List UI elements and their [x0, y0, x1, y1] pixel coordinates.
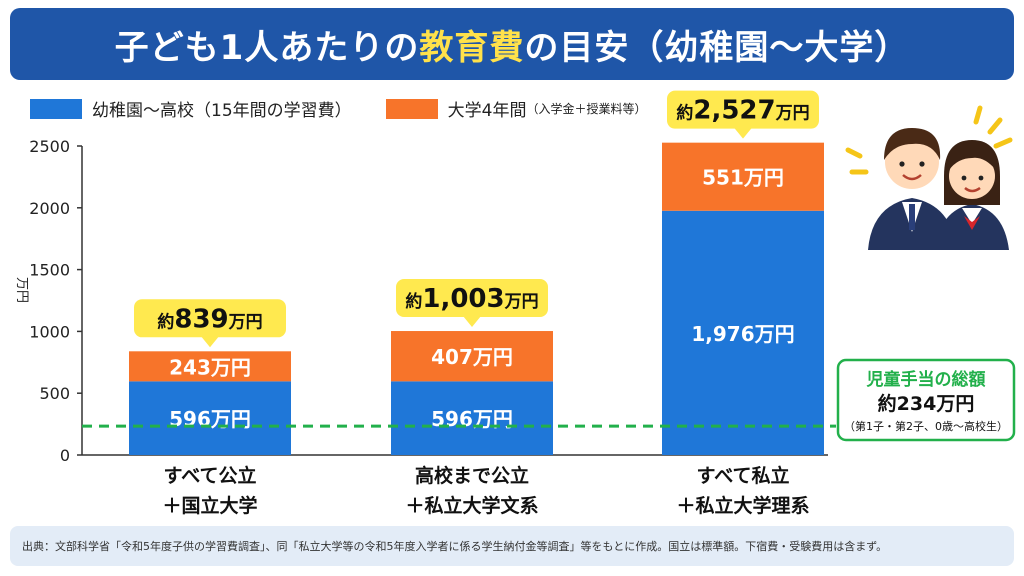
x-tick-label: ＋私立大学文系 [405, 494, 538, 517]
bar-series1 [391, 381, 553, 455]
total-value-label: 約2,527万円 [676, 96, 809, 126]
legend-label-series2: 大学4年間 [447, 101, 527, 121]
reference-callout-box [836, 358, 1016, 442]
total-value-label: 約1,003万円 [405, 284, 538, 314]
total-callout: 約2,527万円 [667, 90, 819, 139]
data-label-series2: 407万円 [431, 345, 513, 369]
legend-swatch-series2 [385, 98, 438, 119]
y-tick-label: 500 [39, 384, 70, 403]
total-callout: 約1,003万円 [396, 279, 548, 328]
y-tick-label: 2500 [29, 137, 70, 156]
total-callout-pointer [463, 316, 481, 328]
boy-student-icon [868, 128, 956, 250]
sparkle-lines-icon [845, 105, 1013, 175]
data-label-series2: 243万円 [169, 355, 251, 379]
reference-label-value: 約234万円 [878, 392, 975, 415]
chart: 05001000150020002500万円596万円243万円すべて公立＋国立… [14, 90, 1016, 517]
legend-label-series1: 幼稚園〜高校（15年間の学習費） [92, 101, 352, 121]
legend-note-series2: （入学金＋授業料等） [526, 102, 647, 116]
total-callout-box [134, 299, 286, 338]
data-label-series1: 1,976万円 [691, 322, 794, 346]
legend-item-series1: 幼稚園〜高校（15年間の学習費） [30, 96, 352, 121]
legend: 幼稚園〜高校（15年間の学習費） 大学4年間 （入学金＋授業料等） [30, 96, 680, 121]
source-footer: 出典：文部科学省「令和5年度子供の学習費調査」、同「私立大学等の令和5年度入学者… [10, 526, 1014, 566]
y-tick-label: 2000 [29, 199, 70, 218]
title-text-highlight: 教育費 [419, 27, 525, 68]
reference-label-title: 児童手当の総額 [866, 369, 986, 390]
bar-series2 [391, 331, 553, 382]
total-callout: 約839万円 [134, 299, 286, 348]
y-tick-label: 1500 [29, 261, 70, 280]
x-tick-label: ＋国立大学 [162, 494, 257, 517]
students-illustration [845, 105, 1013, 250]
x-tick-label: すべて私立 [697, 464, 790, 487]
y-axis-label: 万円 [14, 277, 29, 303]
x-tick-label: すべて公立 [164, 464, 257, 487]
bar-series1 [662, 210, 824, 455]
title-text-pre: 子ども1人あたりの [114, 27, 420, 68]
data-label-series2: 551万円 [702, 166, 784, 190]
bar-series1 [129, 381, 291, 455]
title-banner: 子ども1人あたりの 教育費 の目安（幼稚園〜大学） [10, 8, 1014, 80]
total-callout-box [396, 279, 548, 318]
x-tick-label: ＋私立大学理系 [676, 494, 809, 517]
y-tick-label: 1000 [29, 322, 70, 341]
legend-item-series2: 大学4年間 （入学金＋授業料等） [385, 96, 647, 121]
x-tick-label: 高校まで公立 [415, 464, 529, 487]
total-callout-pointer [201, 336, 219, 348]
reference-label-note: （第1子・第2子、0歳〜高校生） [844, 419, 1008, 433]
legend-swatch-series1 [30, 98, 82, 119]
title-text-post: の目安（幼稚園〜大学） [524, 27, 910, 68]
bar-series2 [129, 351, 291, 382]
y-tick-label: 0 [60, 446, 70, 465]
total-callout-box [667, 90, 819, 129]
source-text: 出典：文部科学省「令和5年度子供の学習費調査」、同「私立大学等の令和5年度入学者… [22, 540, 888, 553]
girl-student-icon [935, 140, 1009, 250]
total-callout-pointer [734, 127, 752, 139]
total-value-label: 約839万円 [157, 304, 262, 334]
bar-series2 [662, 142, 824, 211]
